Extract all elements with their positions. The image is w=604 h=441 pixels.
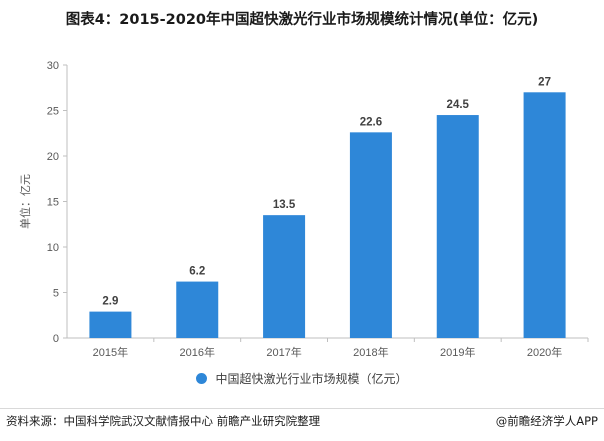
y-tick-label: 10 — [47, 242, 59, 254]
x-tick-label: 2015年 — [93, 345, 128, 359]
bar — [523, 92, 566, 338]
footer-divider — [0, 408, 604, 409]
y-tick-label: 5 — [53, 288, 59, 300]
y-tick-label: 15 — [47, 197, 59, 209]
chart-title: 图表4：2015-2020年中国超快激光行业市场规模统计情况(单位：亿元) — [65, 12, 539, 28]
source-note: 资料来源：中国科学院武汉文献情报中心 前瞻产业研究院整理 — [6, 414, 321, 428]
bar-value-label: 13.5 — [273, 199, 296, 211]
bar — [176, 281, 219, 338]
bar-chart: 0 5 10 15 20 25 30 单位：亿元 2.9 2015年 6.2 2016年 13.5 201… — [18, 60, 589, 359]
bar-value-label: 2.9 — [102, 296, 118, 308]
y-tick-label: 25 — [47, 106, 59, 118]
bar-value-label: 27 — [538, 76, 551, 88]
x-tick-label: 2016年 — [180, 345, 215, 359]
legend: 中国超快激光行业市场规模（亿元） — [0, 370, 604, 387]
bar-value-label: 6.2 — [189, 266, 205, 278]
brand-credit: @前瞻经济学人APP — [495, 414, 598, 428]
bar-value-label: 24.5 — [447, 99, 470, 111]
bar — [349, 132, 392, 338]
x-tick-label: 2018年 — [353, 345, 388, 359]
legend-label: 中国超快激光行业市场规模（亿元） — [215, 372, 408, 386]
bar — [263, 215, 306, 338]
legend-swatch — [196, 373, 208, 384]
bar-value-label: 22.6 — [360, 116, 382, 128]
x-tick-label: 2017年 — [266, 345, 301, 359]
y-tick-label: 20 — [47, 151, 59, 163]
y-tick-label: 30 — [47, 60, 59, 72]
y-axis-title: 单位：亿元 — [18, 174, 32, 229]
bar — [436, 115, 479, 338]
y-tick-label: 0 — [53, 333, 59, 345]
x-tick-label: 2020年 — [527, 345, 562, 359]
bar — [89, 311, 132, 338]
x-tick-label: 2019年 — [440, 345, 475, 359]
